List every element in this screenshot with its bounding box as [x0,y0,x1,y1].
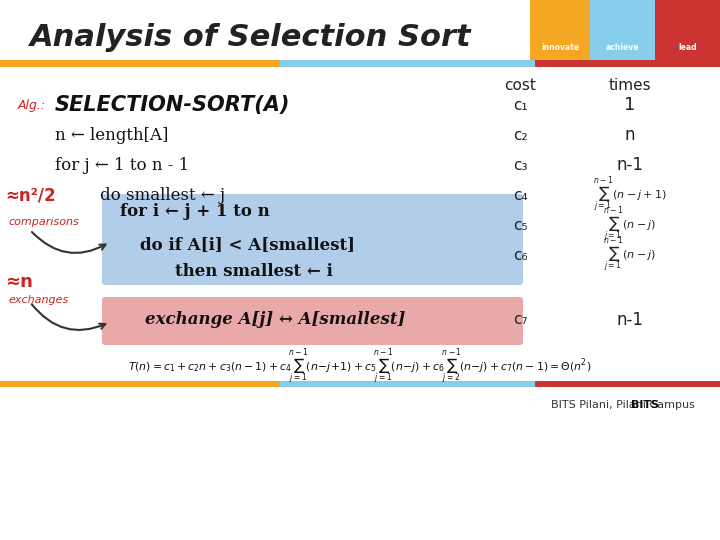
Text: c₄: c₄ [513,187,527,202]
Bar [0,60,280,67]
Text: comparisons: comparisons [8,217,78,227]
Text: n ← length[A]: n ← length[A] [55,126,168,144]
Text: n-1: n-1 [616,156,644,174]
Text: exchanges: exchanges [8,295,68,305]
Text: SELECTION-SORT(A): SELECTION-SORT(A) [55,95,290,115]
Text: $T(n)=c_1+c_2n+c_3(n-1)+c_4\!\sum_{j=1}^{n-1}\!(n\!-\!j\!+\!1)+c_5\!\sum_{j=1}^{: $T(n)=c_1+c_2n+c_3(n-1)+c_4\!\sum_{j=1}^… [128,347,592,387]
Bar [0,381,280,387]
Bar [280,60,535,67]
Text: c₆: c₆ [513,247,527,262]
Text: ≈n: ≈n [5,273,33,291]
FancyBboxPatch shape [102,194,523,285]
Text: BITS Pilani, Pilani Campus: BITS Pilani, Pilani Campus [551,400,695,410]
Bar [590,0,655,60]
Text: c₅: c₅ [513,218,527,233]
Text: c₃: c₃ [513,158,527,172]
Bar [535,381,720,387]
Text: do smallest ← j: do smallest ← j [100,186,225,204]
Text: c₁: c₁ [513,98,527,112]
Text: for j ← 1 to n - 1: for j ← 1 to n - 1 [55,157,189,173]
Text: c₇: c₇ [513,313,527,327]
Text: times: times [608,78,652,92]
Text: $\sum_{j=1}^{n-1}(n-j+1)$: $\sum_{j=1}^{n-1}(n-j+1)$ [593,175,667,215]
Bar [535,60,720,67]
Text: $\sum_{j=1}^{n-1}(n-j)$: $\sum_{j=1}^{n-1}(n-j)$ [603,235,657,275]
Text: cost: cost [504,78,536,92]
Text: achieve: achieve [606,43,639,52]
Text: exchange A[j] ↔ A[smallest]: exchange A[j] ↔ A[smallest] [145,312,405,328]
Text: then smallest ← i: then smallest ← i [175,264,333,280]
Text: c₂: c₂ [513,127,527,143]
Bar [530,0,590,60]
Bar [280,381,535,387]
Text: lead: lead [678,43,697,52]
Text: Analysis of Selection Sort: Analysis of Selection Sort [30,23,472,51]
Text: Alg.:: Alg.: [18,98,46,111]
FancyBboxPatch shape [102,297,523,345]
Text: n-1: n-1 [616,311,644,329]
Text: ≈n²/2: ≈n²/2 [5,186,55,204]
Text: BITS: BITS [631,400,659,410]
Text: do if A[i] < A[smallest]: do if A[i] < A[smallest] [140,237,355,253]
Text: for i ← j + 1 to n: for i ← j + 1 to n [120,204,270,220]
Text: innovate: innovate [541,43,579,52]
Text: 1: 1 [624,96,636,114]
Bar [655,0,720,60]
Text: n: n [625,126,635,144]
Text: $\sum_{j=1}^{n-1}(n-j)$: $\sum_{j=1}^{n-1}(n-j)$ [603,205,657,245]
